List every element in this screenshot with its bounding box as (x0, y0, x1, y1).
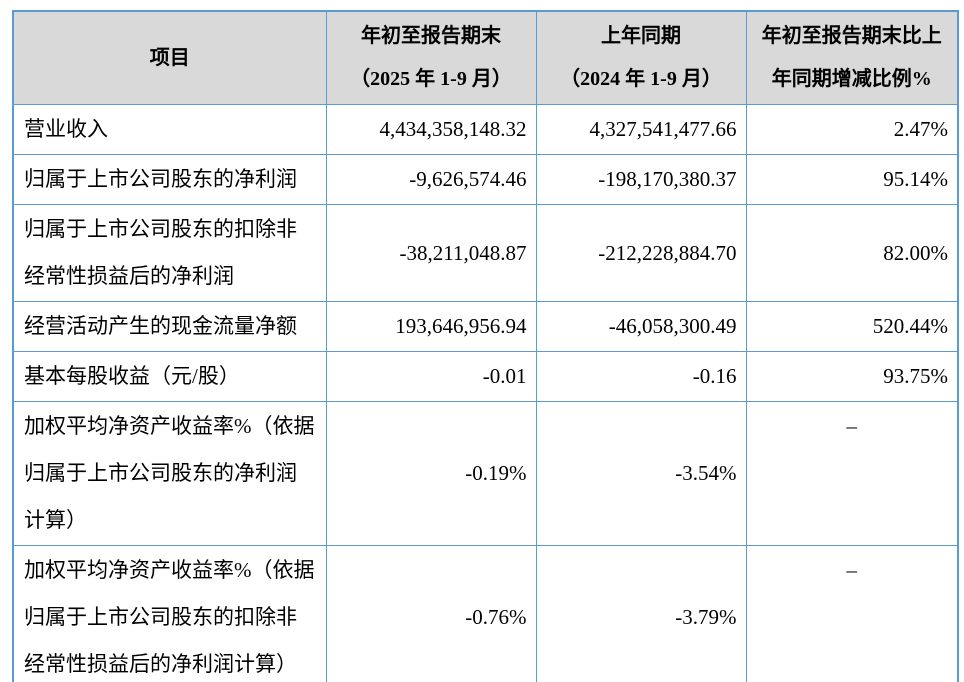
cell-item-label: 加权平均净资产收益率%（依据 归属于上市公司股东的净利润 计算） (12, 401, 327, 546)
header-current-period: 年初至报告期末 （2025 年 1-9 月） (325, 10, 537, 105)
cell-current-value: -0.76% (325, 545, 537, 682)
cell-item-label: 经营活动产生的现金流量净额 (12, 301, 327, 352)
cell-current-value: 4,434,358,148.32 (325, 104, 537, 155)
cell-prior-value: -212,228,884.70 (535, 204, 747, 302)
cell-change-value: 93.75% (745, 351, 959, 402)
header-prior-period: 上年同期 （2024 年 1-9 月） (535, 10, 747, 105)
cell-change-value: 82.00% (745, 204, 959, 302)
item-label-line: 经常性损益后的净利润 (24, 264, 234, 288)
header-change-line1: 年初至报告期末比上 (761, 25, 942, 47)
table-row: 加权平均净资产收益率%（依据 归属于上市公司股东的扣除非 经常性损益后的净利润计… (12, 545, 959, 682)
cell-change-value: 95.14% (745, 154, 959, 205)
item-label-line: 计算） (24, 508, 87, 532)
cell-prior-value: 4,327,541,477.66 (535, 104, 747, 155)
cell-change-dash: – (745, 545, 959, 682)
cell-change-value: 520.44% (745, 301, 959, 352)
table-row: 基本每股收益（元/股） -0.01 -0.16 93.75% (12, 351, 959, 402)
item-label-line: 经常性损益后的净利润计算） (24, 652, 297, 676)
table-row: 经营活动产生的现金流量净额 193,646,956.94 -46,058,300… (12, 301, 959, 352)
table-header-row: 项目 年初至报告期末 （2025 年 1-9 月） 上年同期 （2024 年 1… (12, 10, 959, 105)
item-label-line: 加权平均净资产收益率%（依据 (24, 558, 315, 582)
cell-current-value: -9,626,574.46 (325, 154, 537, 205)
cell-current-value: -0.19% (325, 401, 537, 546)
cell-current-value: 193,646,956.94 (325, 301, 537, 352)
cell-item-label: 归属于上市公司股东的净利润 (12, 154, 327, 205)
cell-current-value: -0.01 (325, 351, 537, 402)
item-label-line: 归属于上市公司股东的净利润 (24, 461, 297, 485)
table-row: 归属于上市公司股东的扣除非 经常性损益后的净利润 -38,211,048.87 … (12, 204, 959, 302)
cell-prior-value: -198,170,380.37 (535, 154, 747, 205)
cell-item-label: 归属于上市公司股东的扣除非 经常性损益后的净利润 (12, 204, 327, 302)
header-change-line2: 年同期增减比例% (771, 68, 932, 90)
cell-prior-value: -0.16 (535, 351, 747, 402)
cell-item-label: 营业收入 (12, 104, 327, 155)
header-prior-line2: （2024 年 1-9 月） (560, 68, 722, 90)
header-item: 项目 (12, 10, 327, 105)
cell-prior-value: -3.79% (535, 545, 747, 682)
cell-change-dash: – (745, 401, 959, 546)
header-item-text: 项目 (149, 46, 190, 69)
cell-prior-value: -46,058,300.49 (535, 301, 747, 352)
item-label-line: 经营活动产生的现金流量净额 (24, 314, 297, 338)
table-row: 归属于上市公司股东的净利润 -9,626,574.46 -198,170,380… (12, 154, 959, 205)
table-row: 营业收入 4,434,358,148.32 4,327,541,477.66 2… (12, 104, 959, 155)
header-current-line1: 年初至报告期末 (361, 25, 501, 47)
cell-item-label: 加权平均净资产收益率%（依据 归属于上市公司股东的扣除非 经常性损益后的净利润计… (12, 545, 327, 682)
financial-summary-table: 项目 年初至报告期末 （2025 年 1-9 月） 上年同期 （2024 年 1… (12, 10, 959, 682)
cell-item-label: 基本每股收益（元/股） (12, 351, 327, 402)
item-label-line: 基本每股收益（元/股） (24, 364, 240, 388)
cell-prior-value: -3.54% (535, 401, 747, 546)
cell-change-value: 2.47% (745, 104, 959, 155)
header-prior-line1: 上年同期 (601, 25, 681, 47)
table-row: 加权平均净资产收益率%（依据 归属于上市公司股东的净利润 计算） -0.19% … (12, 401, 959, 546)
item-label-line: 归属于上市公司股东的净利润 (24, 167, 297, 191)
header-change-ratio: 年初至报告期末比上 年同期增减比例% (745, 10, 959, 105)
item-label-line: 归属于上市公司股东的扣除非 (24, 217, 297, 241)
header-current-line2: （2025 年 1-9 月） (350, 68, 512, 90)
item-label-line: 加权平均净资产收益率%（依据 (24, 414, 315, 438)
item-label-line: 归属于上市公司股东的扣除非 (24, 605, 297, 629)
cell-current-value: -38,211,048.87 (325, 204, 537, 302)
item-label-line: 营业收入 (24, 117, 108, 141)
